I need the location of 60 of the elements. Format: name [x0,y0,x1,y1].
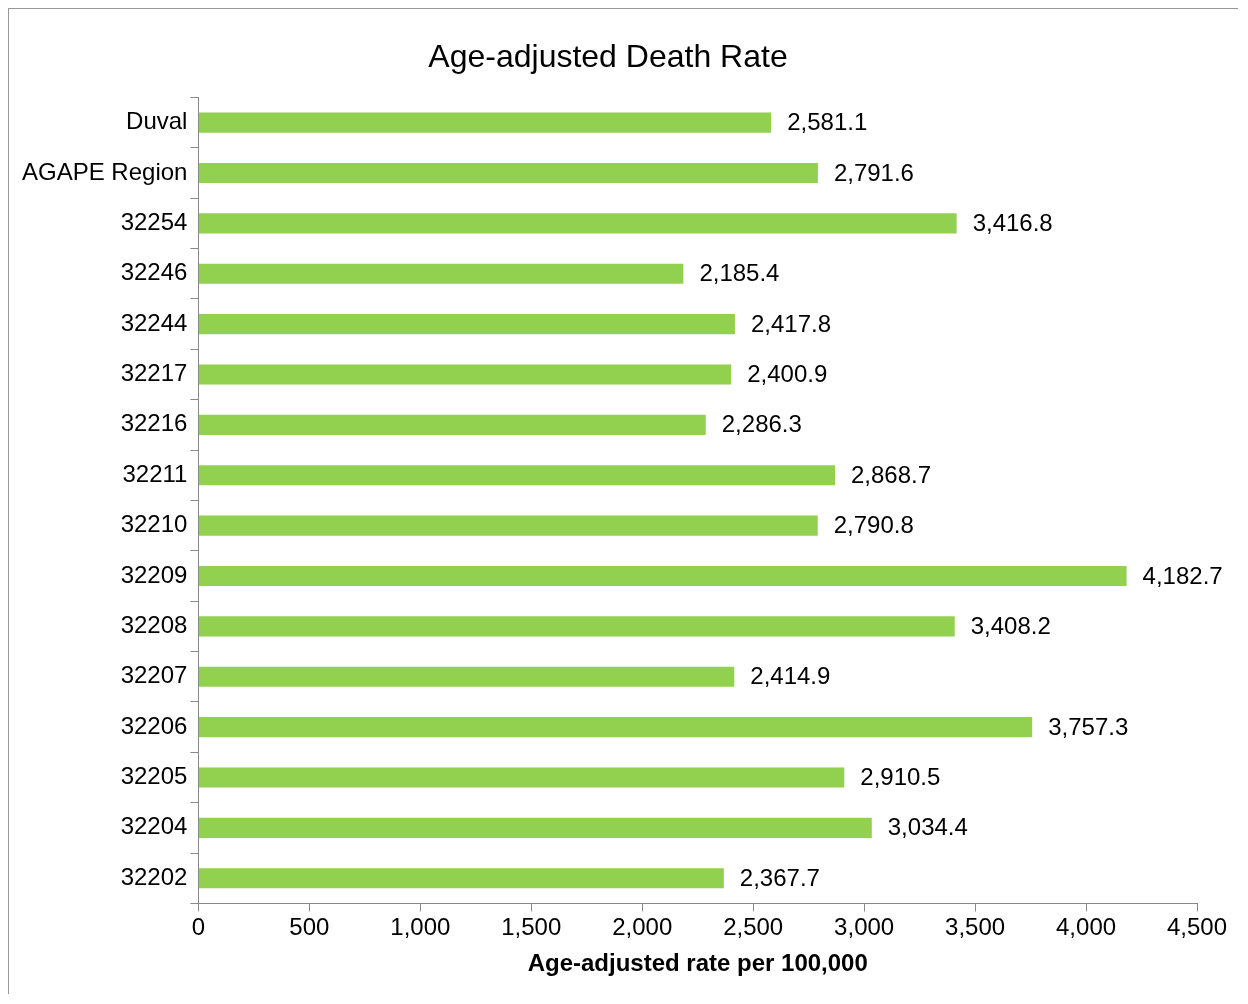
chart-title: Age-adjusted Death Rate [428,38,788,75]
y-tick-label: 32217 [120,359,188,387]
bar [198,767,845,788]
bar [198,263,684,284]
x-tick-label: 4,000 [1056,913,1117,941]
bar [198,868,724,889]
x-tick-label: 1,500 [501,913,562,941]
data-label: 2,417.8 [750,309,832,337]
y-tick-label: 32210 [120,510,188,538]
bar [198,213,957,234]
y-tick-label: 32246 [120,258,188,286]
data-label: 2,791.6 [833,158,914,186]
data-label: 3,408.2 [970,611,1051,639]
bar [198,314,735,335]
data-label: 3,034.4 [887,813,968,841]
x-tick-label: 500 [289,913,330,941]
data-label: 2,367.7 [739,863,820,891]
x-tick-label: 2,500 [723,913,784,941]
y-tick-label: 32211 [122,459,188,487]
bar [198,565,1127,587]
x-tick-label: 2,000 [612,913,673,941]
data-label: 2,790.8 [833,511,914,539]
data-label: 2,414.9 [750,662,831,690]
data-label: 2,910.5 [860,763,941,791]
y-tick-label: 32207 [120,661,188,689]
bar [198,616,955,637]
y-tick-label: Duval [126,107,188,135]
data-label: 2,868.7 [851,460,932,488]
x-axis-title: Age-adjusted rate per 100,000 [527,949,868,977]
y-tick-label: AGAPE Region [22,157,188,185]
data-label: 3,757.3 [1048,712,1129,740]
data-label: 2,286.3 [721,410,802,438]
bar [198,666,735,687]
y-tick-label: 32206 [120,711,188,739]
data-label: 4,182.7 [1142,561,1223,589]
bar [198,465,835,486]
y-tick-label: 32244 [120,308,188,336]
bar [198,515,818,536]
data-label: 2,400.9 [747,360,828,388]
x-tick-label: 4,500 [1166,913,1228,941]
y-tick-label: 32205 [120,762,188,790]
y-tick-label: 32209 [120,560,188,588]
data-label: 3,416.8 [972,208,1053,236]
y-tick-label: 32254 [120,207,188,235]
bar [198,112,772,133]
x-tick-label: 0 [191,913,206,941]
x-tick-label: 1,000 [390,913,451,941]
bar [198,817,872,838]
data-label: 2,581.1 [787,108,868,136]
bar [198,364,732,385]
y-tick-label: 32208 [120,610,188,638]
bar [198,717,1033,738]
data-label: 2,185.4 [699,259,780,287]
bar [198,162,818,184]
x-tick-label: 3,500 [945,913,1006,941]
bar [198,414,706,435]
y-tick-label: 32216 [120,409,188,437]
y-tick-label: 32204 [120,812,188,840]
y-tick-label: 32202 [120,862,188,890]
x-tick-label: 3,000 [834,913,895,941]
